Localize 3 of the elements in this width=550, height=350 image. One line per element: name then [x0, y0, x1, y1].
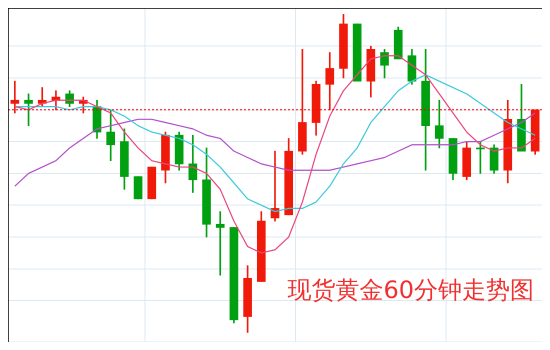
text: 现货黄金60分钟走势图 [287, 275, 534, 306]
candlestick [270, 150, 280, 222]
candlestick [24, 94, 33, 126]
